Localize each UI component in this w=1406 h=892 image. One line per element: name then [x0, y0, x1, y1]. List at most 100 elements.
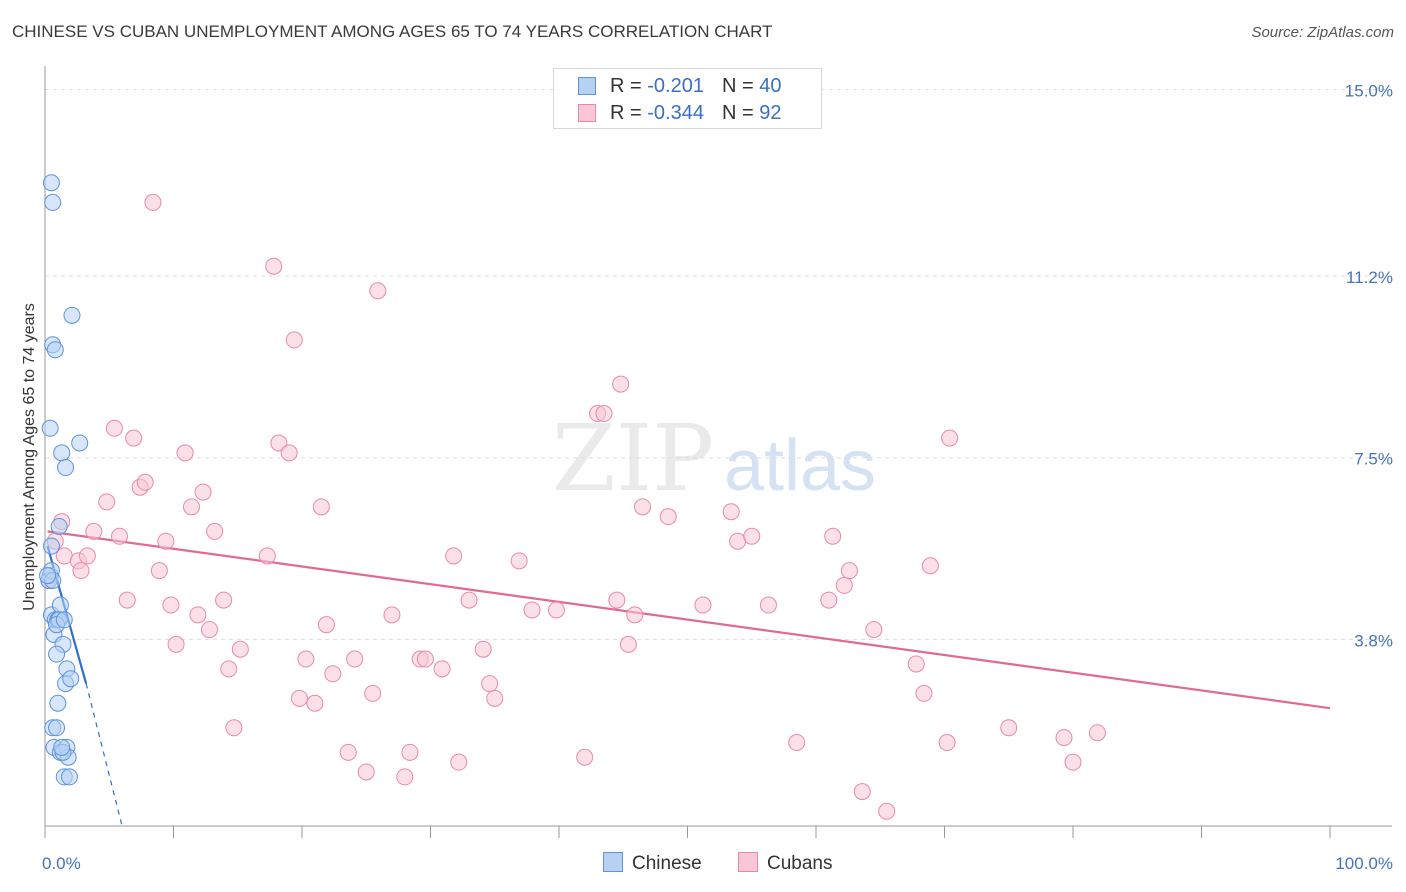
cubans-point	[280, 444, 298, 462]
cubans-point	[290, 689, 308, 707]
chinese-point	[55, 611, 73, 629]
cubans-point	[626, 606, 644, 624]
y-tick-label: 7.5%	[1354, 450, 1393, 469]
cubans-point	[619, 635, 637, 653]
cubans-point	[111, 527, 129, 545]
chinese-point	[51, 596, 69, 614]
cubans-point	[835, 576, 853, 594]
cubans-trend-line	[47, 530, 1331, 710]
chinese-point	[60, 768, 78, 786]
cubans-point	[1055, 729, 1073, 747]
chinese-point	[53, 444, 71, 462]
cubans-point	[369, 282, 387, 300]
cubans-point	[194, 483, 212, 501]
cubans-point	[182, 498, 200, 516]
cubans-point	[460, 591, 478, 609]
cubans-point	[481, 675, 499, 693]
cubans-point	[297, 650, 315, 668]
cubans-point	[612, 375, 630, 393]
legend-r-label: R =	[610, 75, 642, 97]
tick-labels: 3.8% 7.5% 11.2% 15.0% 0.0% 100.0%	[42, 81, 1393, 873]
cubans-point	[878, 802, 896, 820]
cubans-point	[694, 596, 712, 614]
cubans-point	[915, 684, 933, 702]
cubans-point	[265, 257, 283, 275]
chinese-point	[53, 738, 71, 756]
cubans-point	[206, 522, 224, 540]
chinese-point	[44, 193, 62, 211]
cubans-point	[608, 591, 626, 609]
cubans-point	[105, 419, 123, 437]
cubans-point	[150, 562, 168, 580]
bottom-legend-swatch-cubans	[738, 852, 758, 872]
cubans-point	[824, 527, 842, 545]
cubans-point	[225, 719, 243, 737]
chinese-point	[48, 719, 66, 737]
cubans-point	[595, 405, 613, 423]
watermark-zip: ZIP	[552, 405, 714, 512]
cubans-point	[285, 331, 303, 349]
cubans-point	[445, 547, 463, 565]
cubans-point	[396, 768, 414, 786]
cubans-point	[820, 591, 838, 609]
cubans-point	[729, 532, 747, 550]
chinese-point	[41, 419, 59, 437]
chinese-trend-extension	[85, 683, 123, 827]
cubans-point	[189, 606, 207, 624]
cubans-point	[200, 621, 218, 639]
y-tick-label: 11.2%	[1346, 268, 1393, 287]
cubans-point	[136, 473, 154, 491]
legend-n-value: 40	[759, 75, 782, 97]
cubans-point	[659, 508, 677, 526]
cubans-point	[865, 621, 883, 639]
chinese-point	[39, 567, 57, 585]
cubans-point	[317, 616, 335, 634]
cubans-point	[921, 557, 939, 575]
legend-n-value: 92	[759, 102, 782, 124]
cubans-point	[907, 655, 925, 673]
cubans-point	[416, 650, 434, 668]
cubans-point	[162, 596, 180, 614]
cubans-point	[1000, 719, 1018, 737]
cubans-point	[840, 562, 858, 580]
legend-swatch-chinese	[578, 77, 596, 95]
cubans-point	[306, 694, 324, 712]
cubans-point	[401, 743, 419, 761]
chinese-point	[62, 670, 80, 688]
cubans-point	[433, 660, 451, 678]
cubans-point	[125, 429, 143, 447]
legend-n-label: N =	[721, 75, 754, 97]
cubans-point	[144, 193, 162, 211]
chinese-point	[63, 306, 81, 324]
chinese-point	[49, 694, 67, 712]
bottom-legend-label: Cubans	[767, 853, 833, 874]
cubans-point	[759, 596, 777, 614]
legend-r-value: -0.201	[647, 75, 704, 97]
legend: R = -0.201 N = 40 R = -0.344 N = 92	[553, 68, 822, 129]
y-tick-label: 3.8%	[1354, 631, 1393, 650]
cubans-point	[72, 562, 90, 580]
axes	[44, 66, 1392, 838]
grid-lines	[45, 88, 1392, 640]
cubans-point	[258, 547, 276, 565]
cubans-point	[722, 503, 740, 521]
legend-swatch-cubans	[578, 104, 596, 122]
cubans-point	[938, 734, 956, 752]
cubans-point	[98, 493, 116, 511]
cubans-point	[788, 734, 806, 752]
cubans-point	[634, 498, 652, 516]
watermark: ZIP atlas	[552, 405, 876, 512]
cubans-point	[270, 434, 288, 452]
x-tick-label: 100.0%	[1335, 854, 1393, 873]
legend-row-cubans: R = -0.344 N = 92	[578, 102, 781, 128]
bottom-legend-swatch-chinese	[603, 852, 623, 872]
cubans-point	[157, 532, 175, 550]
chinese-point	[48, 645, 66, 663]
legend-row-chinese: R = -0.201 N = 40	[578, 75, 781, 101]
cubans-point	[474, 640, 492, 658]
cubans-point	[176, 444, 194, 462]
cubans-point	[1064, 753, 1082, 771]
bottom-legend-chinese: Chinese	[603, 852, 702, 875]
cubans-point	[215, 591, 233, 609]
cubans-point	[743, 527, 761, 545]
